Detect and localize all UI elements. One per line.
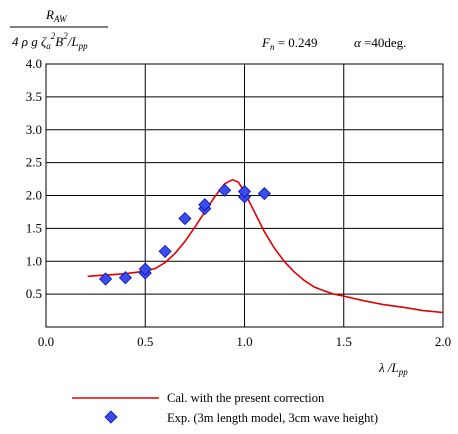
annotation-froude-number: Fn = 0.249 (261, 35, 318, 52)
y-tick-label: 1.0 (26, 253, 42, 268)
data-point-experiment (237, 184, 252, 199)
y-tick-label: 2.5 (26, 155, 42, 170)
legend: Cal. with the present correction Exp. (3… (72, 391, 378, 425)
data-point-experiment (178, 211, 192, 226)
y-tick-label: 3.0 (26, 122, 42, 137)
y-label-denominator: 4 ρ g ζa2B2/Lpp (12, 31, 88, 51)
data-point-experiment (198, 198, 212, 212)
data-point-experiment (98, 272, 113, 286)
y-axis-label: RAW 4 ρ g ζa2B2/Lpp (10, 7, 108, 51)
y-tick-label: 4.0 (26, 56, 42, 71)
plot-area: 0.5 1.0 1.5 2.0 2.5 3.0 3.5 4.0 0.0 0.5 1.0 1.5 2.0 (26, 56, 451, 349)
y-label-numerator: RAW (45, 7, 68, 24)
x-tick-label: 0.0 (38, 334, 54, 349)
data-point-experiment (158, 244, 172, 258)
y-tick-label: 3.5 (26, 89, 42, 104)
x-tick-label: 0.5 (137, 334, 153, 349)
series-layer (87, 178, 444, 314)
series-line-calculation (87, 178, 444, 314)
x-tick-label: 2.0 (435, 334, 451, 349)
data-point-experiment (257, 186, 271, 201)
legend-label-experiment: Exp. (3m length model, 3cm wave height) (167, 411, 378, 425)
y-tick-label: 0.5 (26, 286, 42, 301)
x-tick-labels: 0.0 0.5 1.0 1.5 2.0 (38, 334, 451, 349)
y-tick-labels: 0.5 1.0 1.5 2.0 2.5 3.0 3.5 4.0 (26, 56, 42, 301)
data-point-experiment (138, 262, 152, 276)
x-axis-label: λ /Lpp (378, 360, 408, 377)
x-tick-label: 1.0 (236, 334, 252, 349)
data-point-experiment (218, 183, 232, 197)
annotation-heading-angle: α =40deg. (354, 35, 406, 50)
y-tick-label: 2.0 (26, 188, 42, 203)
legend-diamond-swatch (104, 410, 118, 424)
legend-label-calculation: Cal. with the present correction (167, 391, 325, 405)
data-point-experiment (118, 271, 132, 285)
y-tick-label: 1.5 (26, 220, 42, 235)
x-tick-label: 1.5 (336, 334, 352, 349)
